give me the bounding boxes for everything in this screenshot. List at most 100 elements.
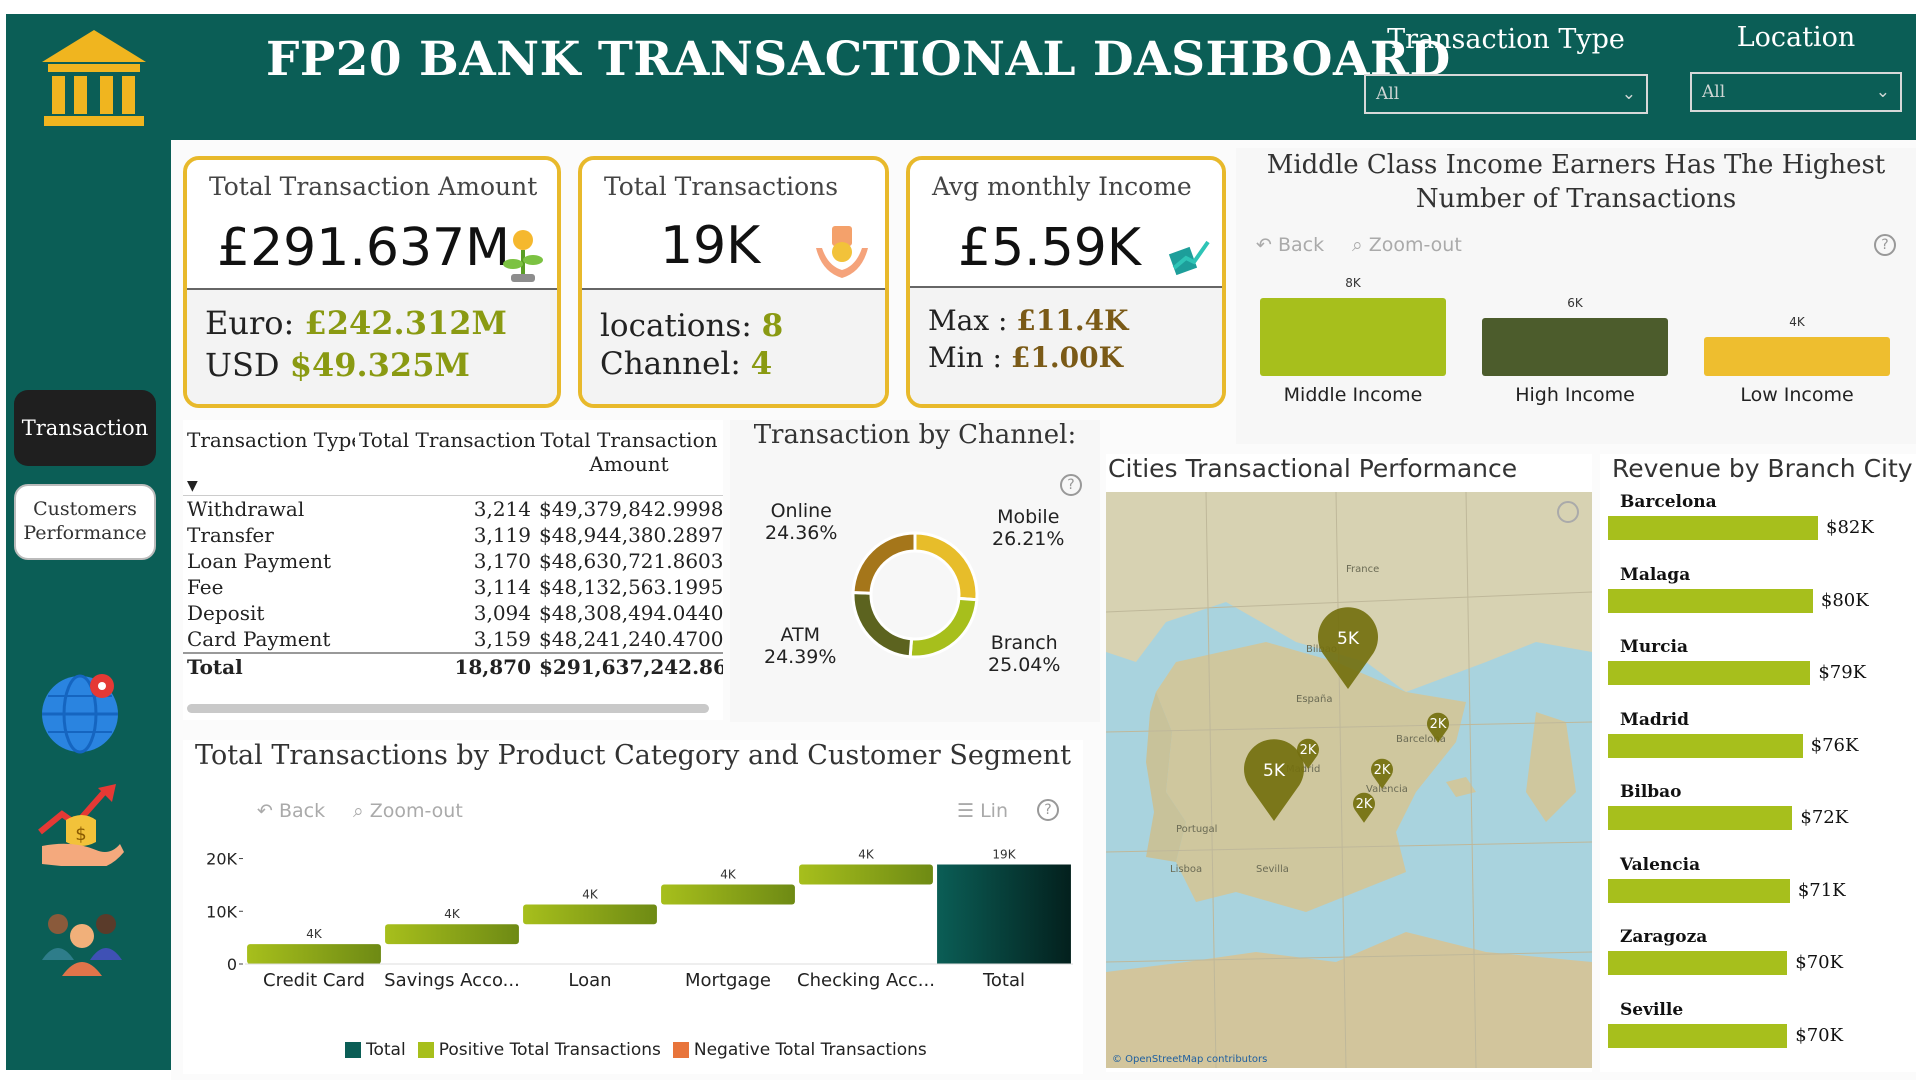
customers-group-icon[interactable] bbox=[36, 900, 128, 980]
map-marker[interactable]: 2K bbox=[1353, 792, 1375, 823]
marker-label: 5K bbox=[1263, 761, 1286, 781]
bar-data-label: 4K bbox=[1789, 315, 1805, 329]
income-bar-0[interactable] bbox=[1260, 298, 1446, 376]
table-header-amount[interactable]: Total Transaction Amount bbox=[540, 428, 718, 476]
category-label: Middle Income bbox=[1283, 384, 1423, 406]
usd-value: $49.325M bbox=[289, 346, 470, 384]
y-tick-label: 10K bbox=[206, 902, 237, 921]
nav-transaction-button[interactable]: Transaction bbox=[14, 390, 156, 466]
income-bar-2[interactable] bbox=[1704, 337, 1890, 376]
waterfall-bar[interactable] bbox=[799, 864, 933, 885]
map-place-label: España bbox=[1296, 694, 1332, 705]
donut-label-branch: Branch 25.04% bbox=[988, 632, 1060, 676]
transaction-type-table[interactable]: Transaction Type Total Transactions Tota… bbox=[183, 420, 723, 720]
bar-data-label: 4K bbox=[582, 888, 599, 902]
table-row[interactable]: Fee 3,114 $48,132,563.1995 bbox=[183, 574, 723, 600]
back-label: Back bbox=[278, 800, 326, 822]
row-type: Fee bbox=[187, 575, 224, 599]
table-row[interactable]: Card Payment 3,159 $48,241,240.4700 bbox=[183, 626, 723, 653]
table-total-row: Total 18,870 $291,637,242.8688 bbox=[183, 653, 723, 680]
donut-label-atm: ATM 24.39% bbox=[764, 624, 836, 668]
donut-slice-mobile[interactable] bbox=[913, 531, 979, 602]
slice-name: Mobile bbox=[997, 506, 1060, 528]
revenue-bar[interactable] bbox=[1608, 806, 1793, 830]
max-value: £11.4K bbox=[1016, 304, 1129, 337]
map-marker[interactable]: 5K bbox=[1244, 739, 1304, 821]
bar-data-label: 6K bbox=[1567, 295, 1583, 310]
waterfall-bar[interactable] bbox=[523, 904, 657, 925]
revenue-bar[interactable] bbox=[1608, 733, 1803, 758]
lin-toggle-button[interactable]: ☰ Lin bbox=[957, 800, 1008, 822]
panel-title: Transaction by Channel: bbox=[753, 420, 1077, 450]
marker-label: 2K bbox=[1430, 717, 1447, 732]
revenue-bar[interactable] bbox=[1608, 661, 1811, 685]
map-marker[interactable]: 5K bbox=[1318, 607, 1378, 689]
globe-pin-icon[interactable] bbox=[38, 668, 124, 754]
row-count: 3,214 bbox=[473, 497, 531, 521]
donut-slice-branch[interactable] bbox=[908, 596, 979, 659]
help-icon[interactable]: ? bbox=[1874, 234, 1896, 256]
table-header-count[interactable]: Total Transactions bbox=[359, 428, 535, 452]
zoom-out-button[interactable]: ⌕ Zoom-out bbox=[353, 800, 463, 822]
table-row[interactable]: Deposit 3,094 $48,308,494.0440 bbox=[183, 600, 723, 626]
revenue-bar[interactable] bbox=[1608, 1023, 1788, 1048]
transaction-type-dropdown[interactable]: All ⌄ bbox=[1364, 74, 1648, 114]
donut-slice-online[interactable] bbox=[851, 531, 917, 595]
chevron-down-icon: ⌄ bbox=[1621, 84, 1636, 104]
donut-slice-atm[interactable] bbox=[851, 590, 914, 659]
map-marker[interactable]: 2K bbox=[1371, 758, 1393, 789]
waterfall-total-bar[interactable] bbox=[937, 864, 1071, 964]
legend-item[interactable]: Total bbox=[345, 1040, 406, 1060]
nav-customers-performance-button[interactable]: Customers Performance bbox=[14, 484, 156, 560]
branch-city-label: Seville bbox=[1620, 999, 1684, 1020]
row-amount: $48,308,494.0440 bbox=[539, 601, 723, 625]
branch-city-label: Valencia bbox=[1620, 854, 1701, 875]
slice-pct: 26.21% bbox=[992, 528, 1065, 550]
waterfall-bar[interactable] bbox=[247, 944, 381, 964]
zoom-label: Zoom-out bbox=[1368, 234, 1462, 256]
waterfall-bar[interactable] bbox=[661, 884, 795, 905]
revenue-bar[interactable] bbox=[1608, 588, 1813, 613]
revenue-value-label: $70K bbox=[1795, 952, 1844, 973]
map-credit[interactable]: © OpenStreetMap contributors bbox=[1112, 1054, 1267, 1065]
row-count: 3,094 bbox=[473, 601, 531, 625]
y-tick-label: 20K bbox=[206, 850, 237, 869]
zoom-out-button[interactable]: ⌕ Zoom-out bbox=[1352, 234, 1462, 256]
revenue-bar[interactable] bbox=[1608, 878, 1790, 903]
sort-arrow-icon[interactable]: ▼ bbox=[183, 477, 723, 496]
table-row[interactable]: Loan Payment 3,170 $48,630,721.8603 bbox=[183, 548, 723, 574]
table-header-type[interactable]: Transaction Type bbox=[187, 428, 355, 452]
waterfall-chart[interactable]: 0 10K 20K 4K 4K 4K 4K 4K 19K bbox=[183, 840, 1083, 1000]
waterfall-bar[interactable] bbox=[385, 924, 519, 945]
location-dropdown[interactable]: All ⌄ bbox=[1690, 72, 1902, 112]
table-row[interactable]: Withdrawal 3,214 $49,379,842.9998 bbox=[183, 496, 723, 523]
channel-donut-panel: Transaction by Channel: ? Online 24.36% Mo… bbox=[730, 420, 1100, 722]
help-icon[interactable]: ? bbox=[1037, 799, 1059, 821]
money-growth-icon[interactable]: $ bbox=[36, 780, 126, 866]
map-marker[interactable]: 2K bbox=[1297, 738, 1319, 769]
legend-swatch bbox=[417, 1042, 434, 1058]
category-label: Checking Acc... bbox=[797, 970, 935, 991]
legend-item[interactable]: Positive Total Transactions bbox=[417, 1040, 661, 1060]
channel-donut-chart[interactable] bbox=[835, 515, 995, 675]
help-icon[interactable]: ? bbox=[1060, 474, 1082, 496]
revenue-bar[interactable] bbox=[1608, 951, 1788, 975]
table-row[interactable]: Transfer 3,119 $48,944,380.2897 bbox=[183, 522, 723, 548]
spain-map[interactable]: FranceEspañaPortugalLisboaMadridBarcelon… bbox=[1106, 492, 1592, 1068]
category-label: Total bbox=[982, 970, 1026, 991]
category-label: Credit Card bbox=[263, 970, 365, 991]
horizontal-scrollbar[interactable] bbox=[187, 704, 709, 713]
kpi-label: Avg monthly Income bbox=[932, 172, 1192, 201]
income-bar-1[interactable] bbox=[1482, 317, 1668, 376]
back-button[interactable]: ↶ Back bbox=[1256, 234, 1325, 256]
map-place-label: Sevilla bbox=[1256, 864, 1289, 875]
map-help-icon[interactable] bbox=[1557, 501, 1579, 523]
map-marker[interactable]: 2K bbox=[1427, 712, 1449, 743]
back-button[interactable]: ↶ Back bbox=[257, 800, 326, 822]
header-bar bbox=[6, 14, 1916, 140]
revenue-bar[interactable] bbox=[1608, 516, 1818, 540]
total-amount: $291,637,242.8688 bbox=[539, 655, 723, 679]
legend-item[interactable]: Negative Total Transactions bbox=[672, 1040, 927, 1060]
locations-value: 8 bbox=[761, 308, 784, 344]
panel-title: Middle Class Income Earners Has The High… bbox=[1266, 150, 1886, 214]
